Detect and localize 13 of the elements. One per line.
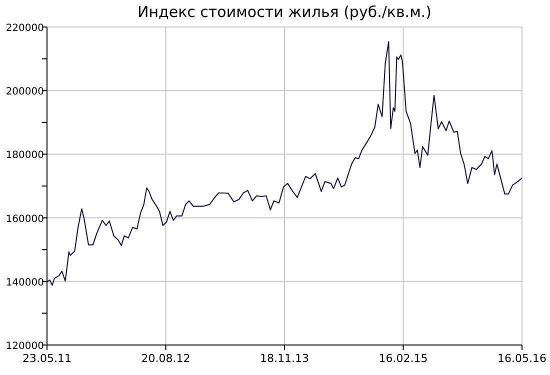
y-tick-label: 220000 <box>6 23 44 34</box>
x-tick-label: 18.11.13 <box>260 352 309 365</box>
chart-title: Индекс стоимости жилья (руб./кв.м.) <box>137 3 432 21</box>
y-tick-label: 180000 <box>6 150 44 162</box>
x-tick-label: 16.05.16 <box>498 352 546 365</box>
y-tick-label: 200000 <box>6 86 44 98</box>
line-series <box>46 41 523 286</box>
y-tick-label: 120000 <box>6 341 44 352</box>
y-tick-label: 140000 <box>6 277 44 288</box>
y-tick-label: 160000 <box>6 214 44 225</box>
x-tick-label: 23.05.11 <box>22 352 72 365</box>
x-tick-label: 16.02.15 <box>378 352 428 365</box>
x-tick-label: 20.08.12 <box>141 352 190 365</box>
